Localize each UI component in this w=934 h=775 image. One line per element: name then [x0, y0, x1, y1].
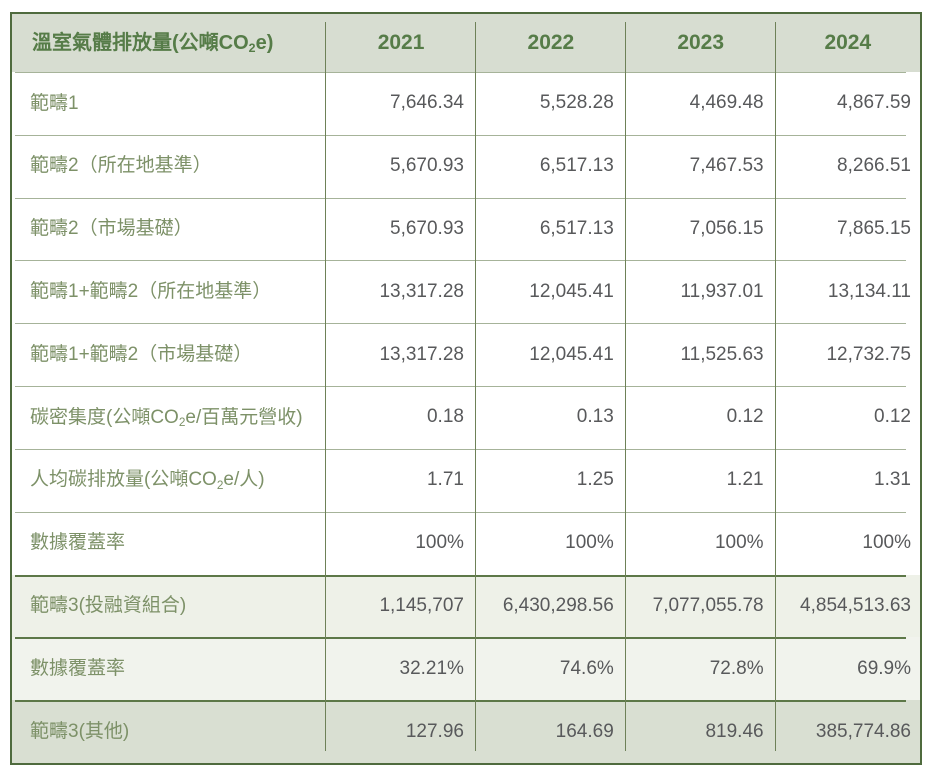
- column-header-2024: 2024: [824, 31, 872, 54]
- value-cell: 100%: [476, 511, 626, 575]
- value-cell: 7,865.15: [837, 218, 911, 240]
- value-cell: 819.46: [626, 700, 776, 763]
- row-label: 數據覆蓋率: [12, 511, 327, 575]
- value-cell: 100%: [626, 511, 776, 575]
- value-cell: 8,266.51: [837, 155, 911, 177]
- value-cell: 100%: [326, 511, 476, 575]
- value-cell: 1,145,707: [326, 574, 476, 638]
- value-cell: 0.12: [874, 406, 911, 428]
- row-label: 範疇2（市場基礎）: [12, 197, 327, 261]
- column-header-2023: 2023: [626, 14, 776, 72]
- co2-subscript: 2: [178, 415, 186, 429]
- value-cell: 0.18: [326, 386, 476, 449]
- value-cell: 4,854,513.63: [800, 594, 911, 616]
- co2-subscript: 2: [248, 40, 256, 55]
- value-cell: 13,134.11: [827, 280, 911, 302]
- value-cell: 0.13: [476, 386, 626, 449]
- column-header-2021: 2021: [326, 14, 476, 72]
- table-row: 範疇2（所在地基準） 5,670.93 6,517.13 7,467.53 8,266.…: [12, 134, 920, 198]
- value-cell: 32.21%: [326, 637, 476, 700]
- value-cell: 11,525.63: [626, 323, 776, 386]
- value-cell: 7,646.34: [326, 72, 476, 135]
- ghg-emissions-table: 溫室氣體排放量(公噸CO2e) 2021 2022 2023 2024 範疇1 7…: [10, 12, 922, 765]
- value-cell: 1.25: [476, 448, 626, 512]
- value-cell: 5,528.28: [476, 72, 626, 135]
- value-cell: 7,467.53: [626, 134, 776, 198]
- table-row: 範疇2（市場基礎） 5,670.93 6,517.13 7,056.15 7,865.1…: [12, 197, 920, 261]
- value-cell: 13,317.28: [326, 323, 476, 386]
- value-cell: 7,056.15: [626, 197, 776, 261]
- value-cell: 0.12: [626, 386, 776, 449]
- value-cell: 7,077,055.78: [626, 574, 776, 638]
- row-label: 範疇1+範疇2（市場基礎）: [12, 323, 327, 386]
- table-row: 範疇1+範疇2（所在地基準） 13,317.28 12,045.41 11,937.0…: [12, 260, 920, 324]
- row-label: 範疇1: [12, 72, 327, 135]
- value-cell: 6,517.13: [476, 197, 626, 261]
- row-label: 範疇2（所在地基準）: [12, 134, 327, 198]
- value-cell: 74.6%: [476, 637, 626, 700]
- table-row: 碳密集度(公噸CO2e/百萬元營收) 0.18 0.13 0.12 0.12: [12, 386, 920, 449]
- table-row: 數據覆蓋率 100% 100% 100% 100%: [12, 511, 920, 575]
- table-title-text: 溫室氣體排放量(公噸CO2e): [32, 31, 274, 55]
- value-cell: 5,670.93: [326, 134, 476, 198]
- table-row: 範疇3(其他) 127.96 164.69 819.46 385,774.86: [12, 700, 920, 763]
- row-label: 範疇1+範疇2（所在地基準）: [12, 260, 327, 324]
- value-cell: 100%: [862, 532, 911, 554]
- value-cell: 12,732.75: [826, 343, 911, 365]
- value-cell: 1.71: [326, 448, 476, 512]
- table-title: 溫室氣體排放量(公噸CO2e): [12, 14, 327, 72]
- table-row: 範疇1 7,646.34 5,528.28 4,469.48 4,867.59: [12, 72, 920, 135]
- value-cell: 72.8%: [626, 637, 776, 700]
- table-row: 人均碳排放量(公噸CO2e/人) 1.71 1.25 1.21 1.31: [12, 448, 920, 512]
- row-label: 人均碳排放量(公噸CO2e/人): [12, 448, 327, 512]
- value-cell: 11,937.01: [626, 260, 776, 324]
- table-row: 範疇1+範疇2（市場基礎） 13,317.28 12,045.41 11,525.63…: [12, 323, 920, 387]
- value-cell: 12,045.41: [476, 260, 626, 324]
- table-row: 範疇3(投融資組合) 1,145,707 6,430,298.56 7,077,055…: [12, 574, 920, 638]
- value-cell: 6,517.13: [476, 134, 626, 198]
- value-cell: 1.21: [626, 448, 776, 512]
- value-cell: 69.9%: [857, 657, 911, 679]
- value-cell: 4,867.59: [837, 92, 911, 114]
- row-label: 範疇3(投融資組合): [12, 574, 327, 638]
- value-cell: 1.31: [874, 469, 911, 491]
- table-body: 範疇1 7,646.34 5,528.28 4,469.48 4,867.59 範疇2（所…: [12, 72, 920, 763]
- value-cell: 6,430,298.56: [476, 574, 626, 638]
- value-cell: 12,045.41: [476, 323, 626, 386]
- value-cell: 13,317.28: [326, 260, 476, 324]
- value-cell: 4,469.48: [626, 72, 776, 135]
- value-cell: 5,670.93: [326, 197, 476, 261]
- value-cell: 385,774.86: [815, 720, 911, 742]
- row-label: 碳密集度(公噸CO2e/百萬元營收): [12, 386, 327, 449]
- value-cell: 127.96: [326, 700, 476, 763]
- co2-subscript: 2: [216, 478, 224, 492]
- value-cell: 164.69: [476, 700, 626, 763]
- table-header-row: 溫室氣體排放量(公噸CO2e) 2021 2022 2023 2024: [12, 14, 920, 72]
- row-label: 數據覆蓋率: [12, 637, 327, 700]
- table-row: 數據覆蓋率 32.21% 74.6% 72.8% 69.9%: [12, 637, 920, 701]
- column-header-2022: 2022: [476, 14, 626, 72]
- row-label: 範疇3(其他): [12, 700, 327, 763]
